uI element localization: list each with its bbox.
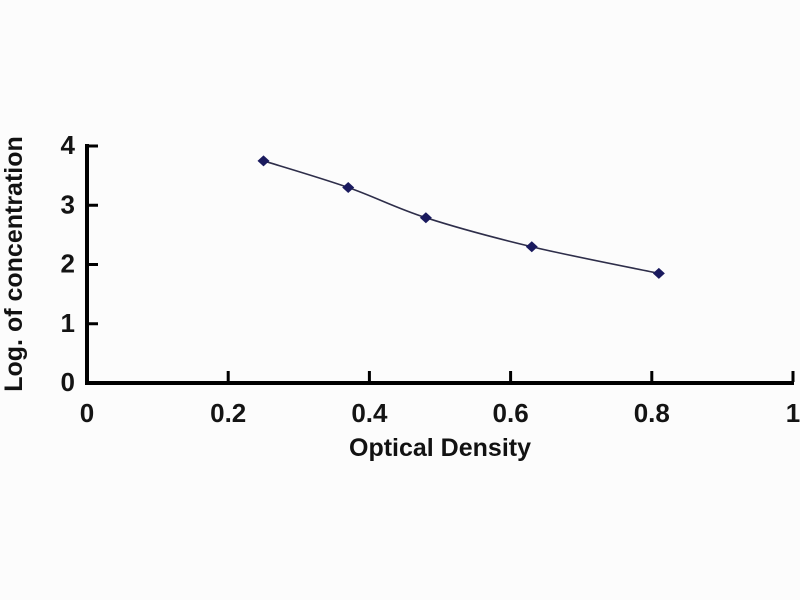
y-tick-label: 4 bbox=[61, 130, 76, 160]
y-axis-title: Log. of concentration bbox=[0, 136, 28, 392]
x-tick-label: 1 bbox=[786, 398, 800, 428]
data-point-marker bbox=[525, 241, 538, 253]
data-point-marker bbox=[257, 155, 270, 167]
x-tick-label: 0 bbox=[80, 398, 94, 428]
series-line bbox=[263, 160, 660, 275]
x-tick-label: 0.2 bbox=[210, 398, 246, 428]
y-tick-label: 3 bbox=[61, 189, 75, 219]
series-layer bbox=[257, 155, 665, 279]
y-tick-label: 2 bbox=[61, 249, 75, 279]
x-tick-label: 0.8 bbox=[634, 398, 670, 428]
y-tick-label: 0 bbox=[61, 367, 75, 397]
axes-layer bbox=[85, 144, 794, 385]
x-axis-title: Optical Density bbox=[349, 434, 531, 462]
tick-labels-layer: 0 0.2 0.4 0.6 0.8 1 0 1 2 3 4 bbox=[61, 130, 800, 428]
data-point-marker bbox=[419, 212, 432, 224]
data-point-marker bbox=[652, 267, 665, 279]
x-tick-label: 0.6 bbox=[493, 398, 529, 428]
y-tick-label: 1 bbox=[61, 308, 75, 338]
x-tick-label: 0.4 bbox=[351, 398, 388, 428]
ticks-layer bbox=[85, 144, 795, 385]
data-point-marker bbox=[342, 181, 355, 193]
